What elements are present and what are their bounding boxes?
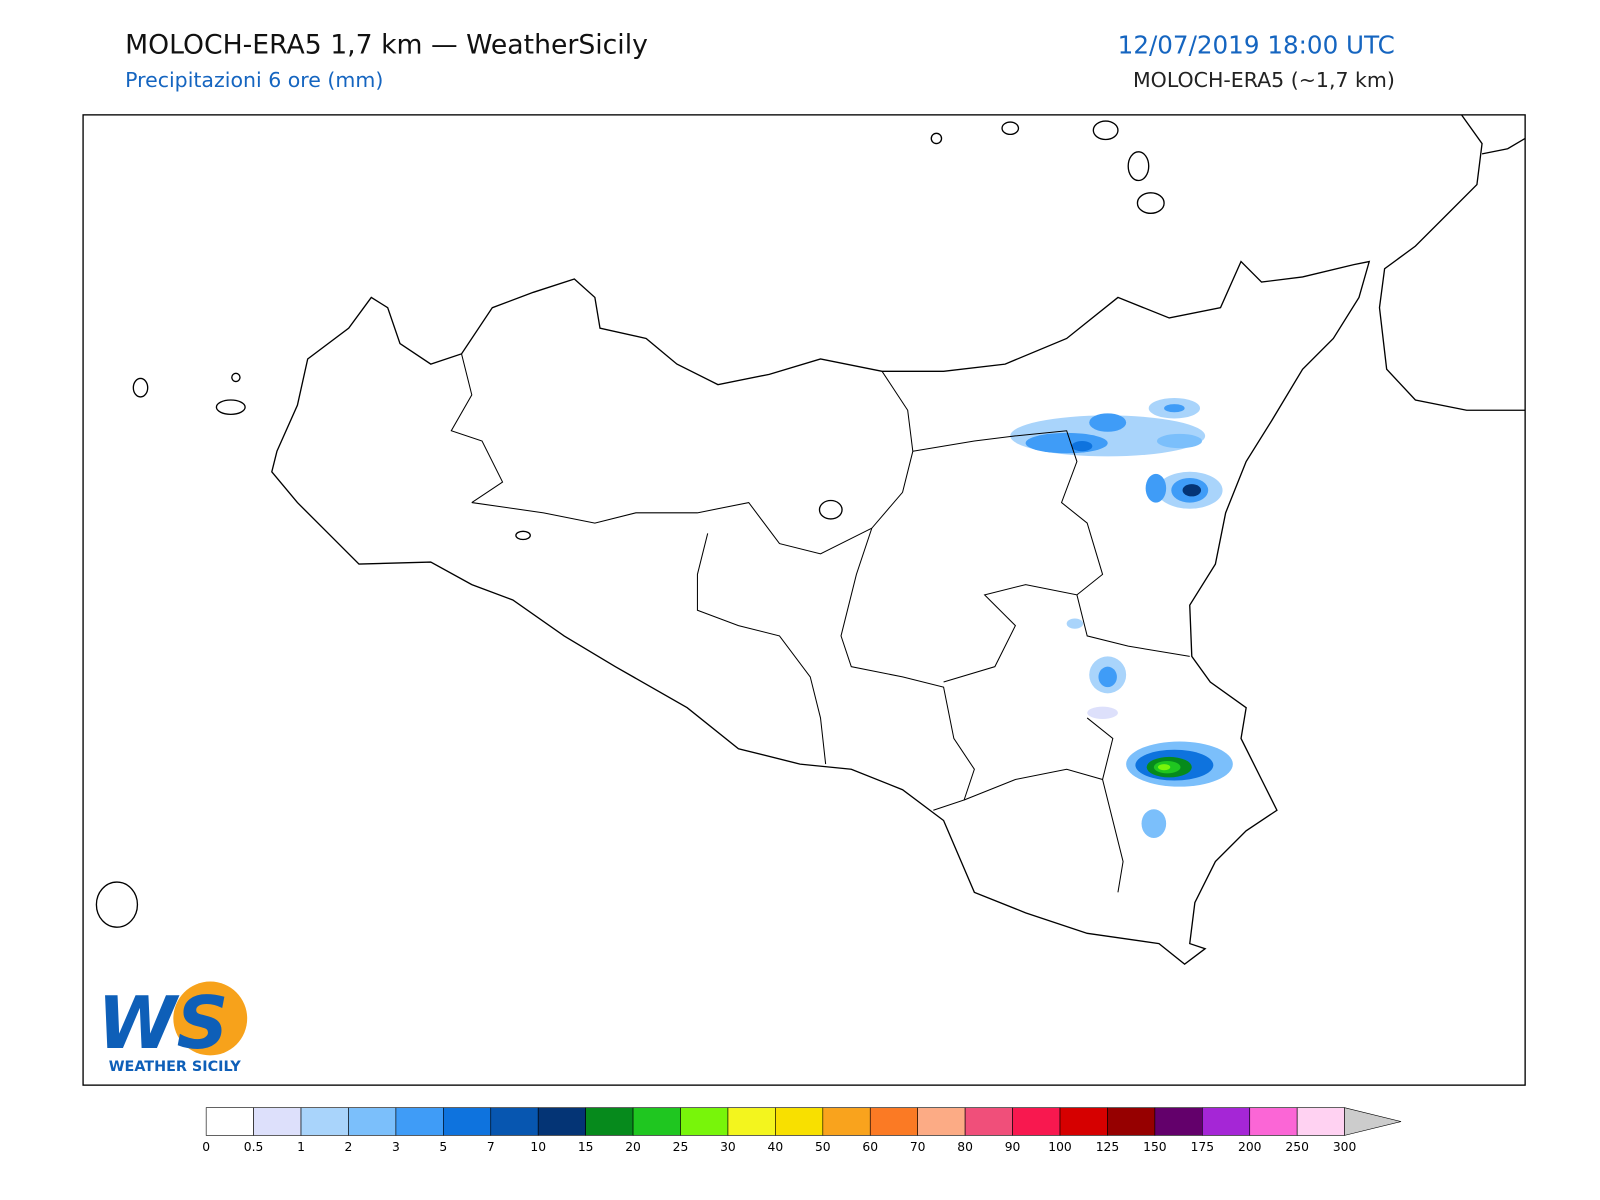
colorbar-bin bbox=[443, 1107, 492, 1136]
colorbar-label: 150 bbox=[1143, 1140, 1166, 1154]
colorbar-bin bbox=[727, 1107, 776, 1136]
colorbar-label: 1 bbox=[297, 1140, 305, 1154]
logo-text: WEATHER SICILY bbox=[109, 1059, 242, 1075]
colorbar-label: 40 bbox=[768, 1140, 784, 1154]
colorbar-label: 125 bbox=[1096, 1140, 1119, 1154]
colorbar-bin bbox=[1012, 1107, 1061, 1136]
colorbar-label: 15 bbox=[578, 1140, 594, 1154]
colorbar-label: 60 bbox=[862, 1140, 878, 1154]
colorbar-label: 30 bbox=[720, 1140, 736, 1154]
colorbar-label: 0 bbox=[202, 1140, 210, 1154]
map-frame bbox=[82, 114, 1526, 1086]
colorbar-over bbox=[1344, 1107, 1402, 1136]
colorbar-label: 90 bbox=[1005, 1140, 1021, 1154]
colorbar-bin bbox=[490, 1107, 539, 1136]
logo: WS WEATHER SICILY bbox=[97, 981, 248, 1075]
colorbar-bin bbox=[300, 1107, 349, 1136]
colorbar-label: 10 bbox=[530, 1140, 546, 1154]
colorbar-label: 100 bbox=[1048, 1140, 1071, 1154]
datetime: 12/07/2019 18:00 UTC bbox=[1118, 30, 1395, 59]
colorbar-bin bbox=[869, 1107, 918, 1136]
logo-letters: WS bbox=[97, 981, 228, 1065]
model: MOLOCH-ERA5 (~1,7 km) bbox=[1133, 68, 1395, 92]
colorbar-bin bbox=[1107, 1107, 1156, 1136]
colorbar-bin bbox=[917, 1107, 966, 1136]
colorbar-label: 2 bbox=[345, 1140, 353, 1154]
colorbar-label: 200 bbox=[1238, 1140, 1261, 1154]
colorbar-bin bbox=[680, 1107, 729, 1136]
province-boundaries bbox=[450, 353, 1190, 893]
colorbar-label: 0.5 bbox=[244, 1140, 264, 1154]
islands bbox=[95, 120, 1165, 928]
colorbar-label: 25 bbox=[673, 1140, 689, 1154]
colorbar-bin bbox=[1154, 1107, 1203, 1136]
colorbar-bin bbox=[1201, 1107, 1251, 1136]
colorbar-bin bbox=[775, 1107, 824, 1136]
colorbar-label: 20 bbox=[625, 1140, 641, 1154]
map bbox=[95, 114, 1526, 965]
colorbar: 0 0.5 1 2 3 5 7 10 15 20 25 30 40 50 60 70 80 90 100 125 150… bbox=[202, 1107, 1402, 1154]
colorbar-bin bbox=[1059, 1107, 1108, 1136]
colorbar-bin bbox=[964, 1107, 1013, 1136]
colorbar-bin bbox=[395, 1107, 444, 1136]
sicily-coast bbox=[271, 260, 1371, 965]
colorbar-label: 7 bbox=[487, 1140, 495, 1154]
calabria-coast bbox=[1378, 114, 1526, 411]
colorbar-bin bbox=[1296, 1107, 1345, 1136]
colorbar-bin bbox=[205, 1107, 254, 1136]
colorbar-label: 70 bbox=[910, 1140, 926, 1154]
colorbar-label: 175 bbox=[1191, 1140, 1214, 1154]
precipitation bbox=[1010, 397, 1233, 838]
colorbar-bin bbox=[348, 1107, 397, 1136]
colorbar-bin bbox=[537, 1107, 586, 1136]
colorbar-label: 250 bbox=[1285, 1140, 1308, 1154]
colorbar-label: 50 bbox=[815, 1140, 831, 1154]
colorbar-bin bbox=[632, 1107, 681, 1136]
subtitle: Precipitazioni 6 ore (mm) bbox=[125, 68, 383, 92]
colorbar-label: 5 bbox=[439, 1140, 447, 1154]
title: MOLOCH-ERA5 1,7 km — WeatherSicily bbox=[125, 29, 648, 60]
colorbar-bin bbox=[585, 1107, 634, 1136]
colorbar-label: 80 bbox=[957, 1140, 973, 1154]
colorbar-label: 300 bbox=[1333, 1140, 1356, 1154]
colorbar-bin bbox=[253, 1107, 302, 1136]
colorbar-bin bbox=[822, 1107, 871, 1136]
colorbar-label: 3 bbox=[392, 1140, 400, 1154]
colorbar-bin bbox=[1249, 1107, 1298, 1136]
